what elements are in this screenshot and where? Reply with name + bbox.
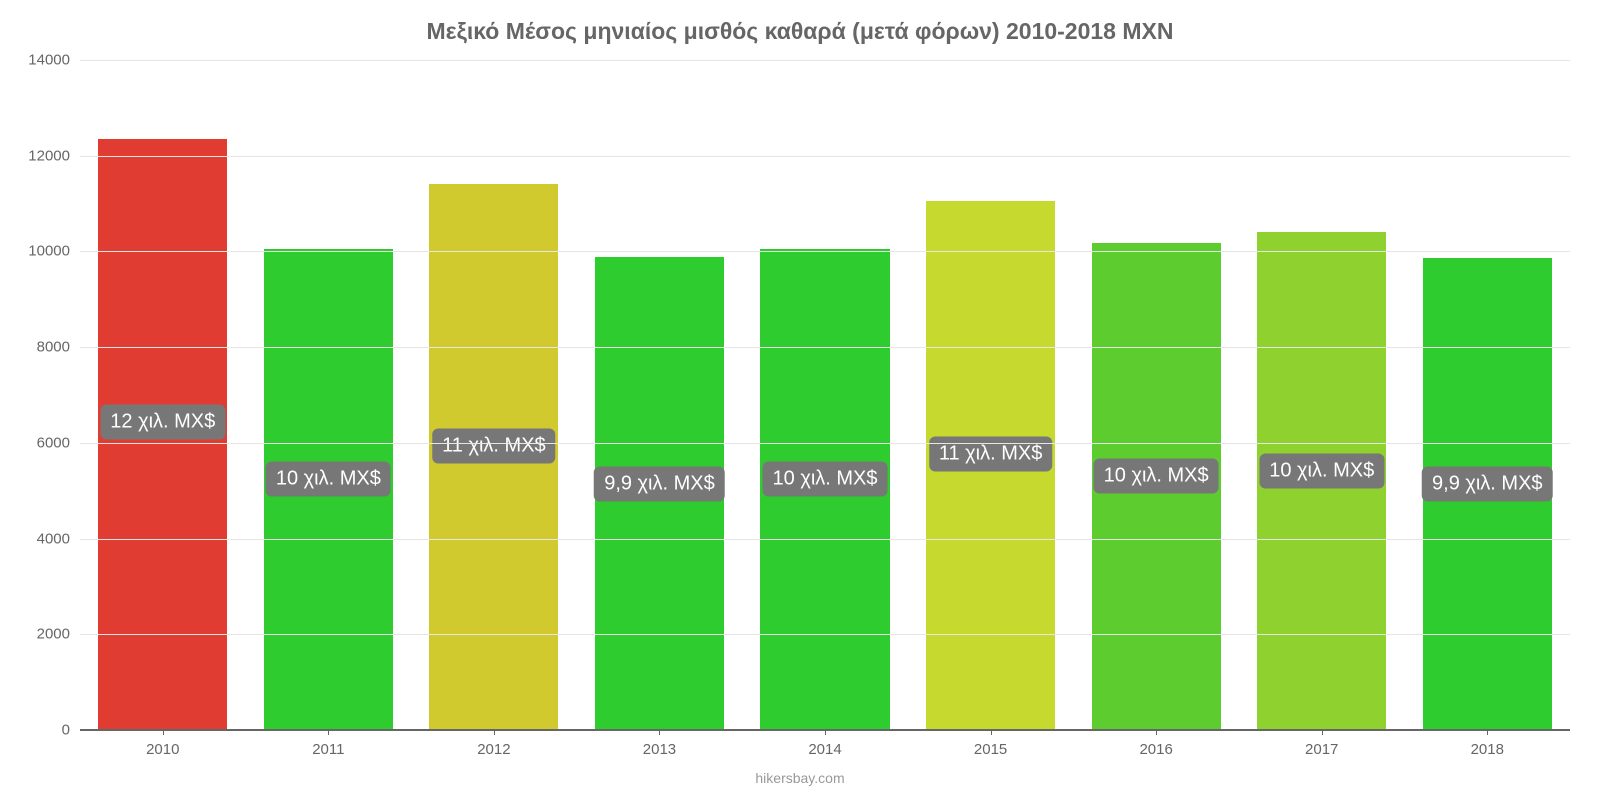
bar: 10 χιλ. MX$ (1092, 243, 1221, 729)
bar-slot: 11 χιλ. MX$2015 (908, 60, 1074, 729)
grid-line (80, 634, 1570, 635)
chart-title: Μεξικό Μέσος μηνιαίος μισθός καθαρά (μετ… (0, 0, 1600, 45)
y-tick-label: 6000 (37, 434, 80, 451)
bar-slot: 10 χιλ. MX$2011 (246, 60, 412, 729)
bar-slot: 11 χιλ. MX$2012 (411, 60, 577, 729)
bar-slot: 12 χιλ. MX$2010 (80, 60, 246, 729)
bar: 9,9 χιλ. MX$ (1423, 258, 1552, 729)
x-tick-label: 2010 (146, 729, 179, 758)
bar-slot: 10 χιλ. MX$2014 (742, 60, 908, 729)
bar-value-badge: 11 χιλ. MX$ (432, 428, 556, 463)
grid-line (80, 156, 1570, 157)
grid-line (80, 730, 1570, 731)
bar: 11 χιλ. MX$ (926, 201, 1055, 729)
bar: 12 χιλ. MX$ (98, 139, 227, 729)
grid-line (80, 60, 1570, 61)
x-tick-label: 2012 (477, 729, 510, 758)
y-tick-label: 12000 (28, 147, 80, 164)
y-tick-label: 14000 (28, 52, 80, 69)
grid-line (80, 251, 1570, 252)
bars-group: 12 χιλ. MX$201010 χιλ. MX$201111 χιλ. MX… (80, 60, 1570, 730)
grid-line (80, 347, 1570, 348)
grid-line (80, 443, 1570, 444)
x-tick-label: 2017 (1305, 729, 1338, 758)
bar-value-badge: 12 χιλ. MX$ (100, 405, 225, 440)
x-tick-label: 2016 (1139, 729, 1172, 758)
chart-container: Μεξικό Μέσος μηνιαίος μισθός καθαρά (μετ… (0, 0, 1600, 800)
x-tick-label: 2018 (1471, 729, 1504, 758)
plot-area: 12 χιλ. MX$201010 χιλ. MX$201111 χιλ. MX… (80, 60, 1570, 730)
y-tick-label: 8000 (37, 339, 80, 356)
bar: 10 χιλ. MX$ (264, 249, 393, 729)
bar-slot: 10 χιλ. MX$2016 (1073, 60, 1239, 729)
y-tick-label: 0 (62, 722, 80, 739)
x-tick-label: 2015 (974, 729, 1007, 758)
bar: 10 χιλ. MX$ (1257, 232, 1386, 729)
bar-value-badge: 9,9 χιλ. MX$ (594, 466, 725, 501)
bar-slot: 10 χιλ. MX$2017 (1239, 60, 1405, 729)
bar-value-badge: 10 χιλ. MX$ (1094, 459, 1219, 494)
y-tick-label: 10000 (28, 243, 80, 260)
bar-value-badge: 10 χιλ. MX$ (763, 462, 888, 497)
bar-slot: 9,9 χιλ. MX$2013 (577, 60, 743, 729)
bar-value-badge: 9,9 χιλ. MX$ (1422, 467, 1553, 502)
y-tick-label: 4000 (37, 530, 80, 547)
bar: 11 χιλ. MX$ (429, 184, 558, 729)
x-tick-label: 2014 (808, 729, 841, 758)
attribution-text: hikersbay.com (0, 770, 1600, 786)
bar: 10 χιλ. MX$ (760, 249, 889, 729)
bar-value-badge: 10 χιλ. MX$ (1259, 453, 1384, 488)
x-tick-label: 2011 (312, 729, 344, 758)
bar-slot: 9,9 χιλ. MX$2018 (1405, 60, 1571, 729)
y-tick-label: 2000 (37, 626, 80, 643)
x-tick-label: 2013 (643, 729, 676, 758)
grid-line (80, 539, 1570, 540)
bar: 9,9 χιλ. MX$ (595, 257, 724, 729)
bar-value-badge: 10 χιλ. MX$ (266, 462, 391, 497)
